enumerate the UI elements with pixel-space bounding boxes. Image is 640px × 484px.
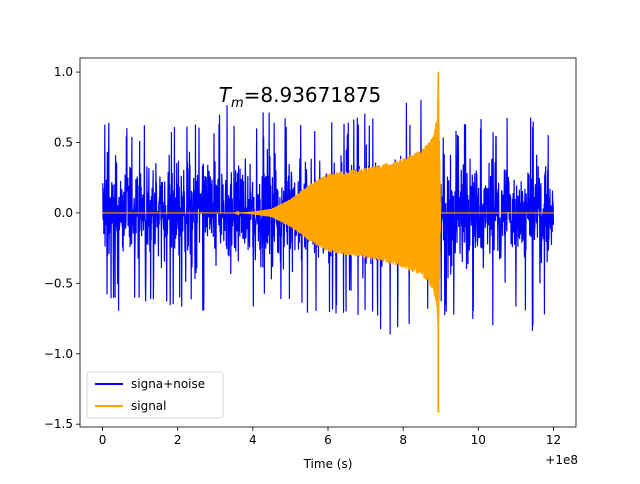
x-tick-label: 0 xyxy=(99,433,107,447)
y-tick-label: −1.5 xyxy=(44,417,73,431)
tm-subscript: m xyxy=(231,96,244,111)
tm-annotation: Tm=8.93671875 xyxy=(219,83,382,111)
tm-symbol: T xyxy=(219,83,233,107)
y-tick-label: −1.0 xyxy=(44,347,73,361)
legend-label-signa-noise: signa+noise xyxy=(131,377,205,391)
x-axis-label: Time (s) xyxy=(303,457,353,471)
legend-label-signal: signal xyxy=(131,399,167,413)
y-axis-ticks: −1.5 −1.0 −0.5 0.0 0.5 1.0 xyxy=(44,65,80,431)
legend: signa+noise signal xyxy=(86,371,224,419)
x-tick-label: 10 xyxy=(471,433,486,447)
x-tick-label: 12 xyxy=(546,433,561,447)
y-tick-label: −0.5 xyxy=(44,276,73,290)
tm-value: =8.93671875 xyxy=(244,83,382,107)
x-tick-label: 6 xyxy=(324,433,332,447)
x-tick-label: 8 xyxy=(399,433,407,447)
series-line-signal xyxy=(102,78,554,345)
x-axis-ticks: 0 2 4 6 8 10 12 xyxy=(99,427,561,447)
x-tick-label: 4 xyxy=(249,433,257,447)
x-tick-label: 2 xyxy=(174,433,182,447)
y-tick-label: 0.0 xyxy=(54,206,73,220)
x-axis-offset-label: +1e8 xyxy=(545,453,578,467)
y-tick-label: 0.5 xyxy=(54,136,73,150)
signal-series-layer xyxy=(102,72,554,413)
y-tick-label: 1.0 xyxy=(54,65,73,79)
